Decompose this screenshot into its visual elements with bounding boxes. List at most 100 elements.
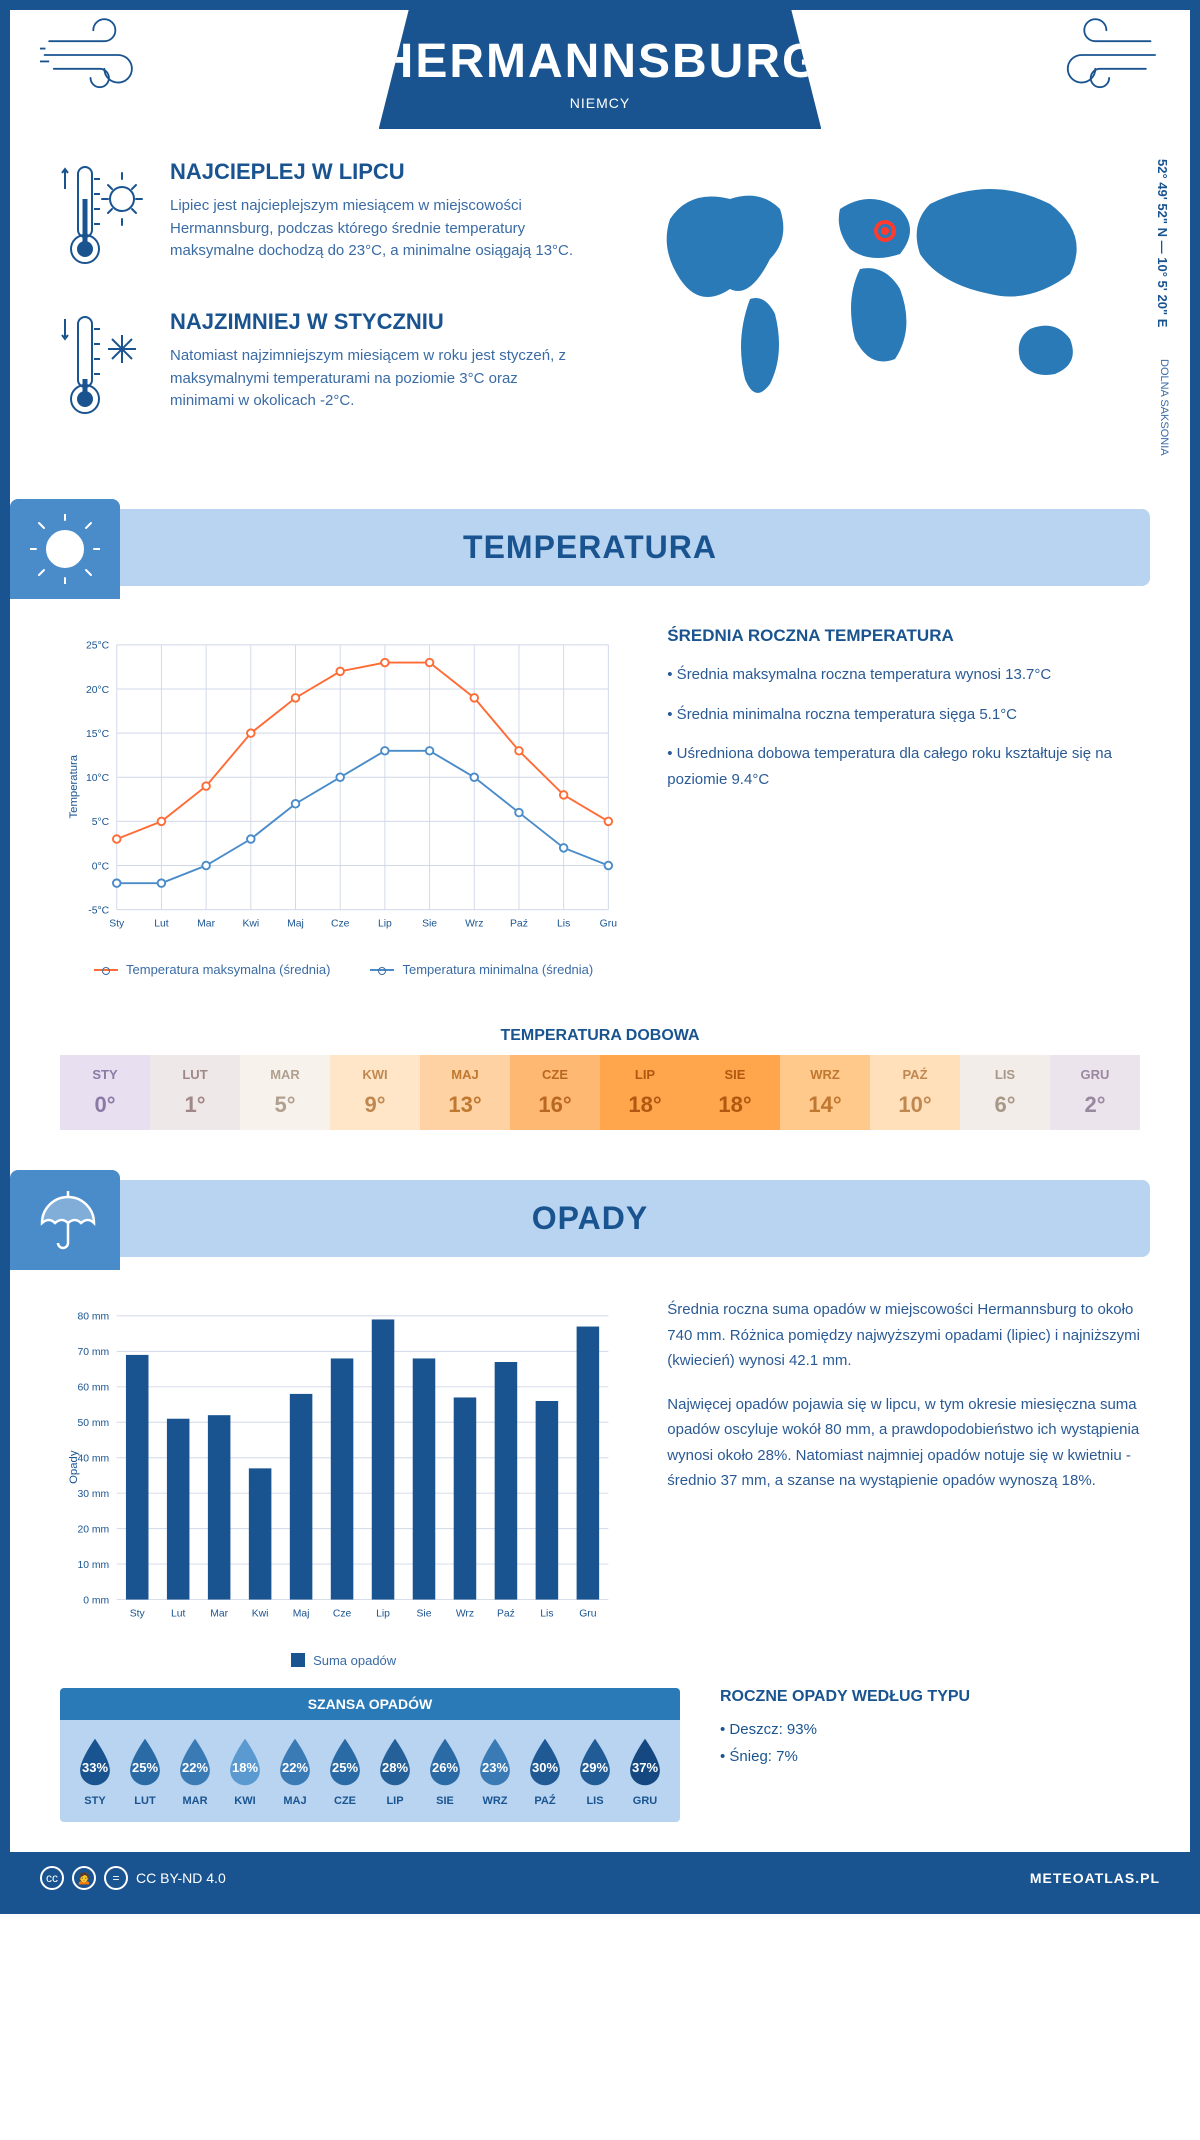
umbrella-icon [10,1170,120,1270]
svg-text:60 mm: 60 mm [77,1383,109,1394]
svg-text:Lut: Lut [154,919,169,930]
temp-legend: Temperatura maksymalna (średnia) Tempera… [60,962,627,977]
legend-max: Temperatura maksymalna (średnia) [126,962,330,977]
svg-text:Wrz: Wrz [456,1609,474,1620]
daily-temp-cell: LIS6° [960,1055,1050,1130]
footer: cc 🙍 = CC BY-ND 4.0 METEOATLAS.PL [10,1852,1190,1904]
rain-chance-cell: 33% STY [70,1735,120,1807]
temperature-section-header: TEMPERATURA [30,509,1150,586]
rain-chance-title: SZANSA OPADÓW [60,1688,680,1720]
svg-text:Lip: Lip [376,1609,390,1620]
coldest-text: Natomiast najzimniejszym miesiącem w rok… [170,345,580,413]
footer-site: METEOATLAS.PL [1030,1870,1160,1886]
city-title: HERMANNSBURG [379,34,822,89]
rain-chance-cell: 26% SIE [420,1735,470,1807]
svg-text:30 mm: 30 mm [77,1489,109,1500]
rain-chance-panel: SZANSA OPADÓW 33% STY 25% LUT 22% MAR [60,1688,680,1822]
svg-text:10 mm: 10 mm [77,1560,109,1571]
wind-icon-right [1031,10,1160,100]
daily-temp-cell: WRZ14° [780,1055,870,1130]
temp-summary-bullets: • Średnia maksymalna roczna temperatura … [667,662,1140,792]
svg-text:0°C: 0°C [92,861,110,872]
daily-temp-cell: LIP18° [600,1055,690,1130]
svg-text:Kwi: Kwi [252,1609,269,1620]
rain-chart-row: 0 mm10 mm20 mm30 mm40 mm50 mm60 mm70 mm8… [10,1277,1190,1687]
svg-text:Lip: Lip [378,919,392,930]
rain-chance-cell: 37% GRU [620,1735,670,1807]
rain-chance-cell: 25% CZE [320,1735,370,1807]
country-subtitle: NIEMCY [379,95,822,111]
svg-text:15°C: 15°C [86,729,110,740]
rain-legend-label: Suma opadów [313,1653,396,1668]
svg-text:80 mm: 80 mm [77,1312,109,1323]
bullet: • Średnia maksymalna roczna temperatura … [667,662,1140,688]
svg-text:Opady: Opady [68,1451,80,1485]
svg-text:Mar: Mar [210,1609,228,1620]
header-row: HERMANNSBURG NIEMCY [10,10,1190,129]
wind-icon-left [40,10,169,100]
daily-temp-cell: SIE18° [690,1055,780,1130]
rain-types: ROCZNE OPADY WEDŁUG TYPU • Deszcz: 93%• … [720,1688,1140,1770]
svg-text:Sie: Sie [416,1609,431,1620]
coordinates: 52° 49' 52" N — 10° 5' 20" E [1155,159,1170,327]
rain-chance-cell: 28% LIP [370,1735,420,1807]
svg-text:Maj: Maj [293,1609,310,1620]
rain-chance-cell: 23% WRZ [470,1735,520,1807]
svg-text:Paź: Paź [510,919,528,930]
coldest-block: NAJZIMNIEJ W STYCZNIU Natomiast najzimni… [60,309,580,429]
svg-text:Cze: Cze [331,919,350,930]
sun-icon [10,499,120,599]
thermometer-cold-icon [60,309,150,429]
svg-text:Gru: Gru [600,919,618,930]
svg-text:Lis: Lis [540,1609,553,1620]
rain-types-title: ROCZNE OPADY WEDŁUG TYPU [720,1688,1140,1706]
rain-type-item: • Deszcz: 93% [720,1716,1140,1743]
svg-text:0 mm: 0 mm [83,1596,109,1607]
svg-text:Wrz: Wrz [465,919,483,930]
rain-text-1: Średnia roczna suma opadów w miejscowośc… [667,1297,1140,1374]
daily-temp-cell: MAR5° [240,1055,330,1130]
daily-temp-cell: KWI9° [330,1055,420,1130]
rain-chance-drops: 33% STY 25% LUT 22% MAR 18% KWI [60,1720,680,1822]
svg-text:Sty: Sty [130,1609,146,1620]
intro-section: NAJCIEPLEJ W LIPCU Lipiec jest najcieple… [10,129,1190,489]
svg-text:70 mm: 70 mm [77,1348,109,1359]
bullet: • Uśredniona dobowa temperatura dla całe… [667,741,1140,792]
daily-temp-cell: CZE16° [510,1055,600,1130]
daily-temp-cell: STY0° [60,1055,150,1130]
temp-summary-title: ŚREDNIA ROCZNA TEMPERATURA [667,626,1140,646]
svg-text:Temperatura: Temperatura [68,754,80,818]
rain-chance-cell: 18% KWI [220,1735,270,1807]
warmest-title: NAJCIEPLEJ W LIPCU [170,159,580,185]
rain-bar-chart: 0 mm10 mm20 mm30 mm40 mm50 mm60 mm70 mm8… [60,1297,627,1637]
rain-title: OPADY [30,1200,1150,1237]
by-icon: 🙍 [72,1866,96,1890]
bullet: • Średnia minimalna roczna temperatura s… [667,702,1140,728]
nd-icon: = [104,1866,128,1890]
rain-chance-cell: 30% PAŹ [520,1735,570,1807]
svg-text:40 mm: 40 mm [77,1454,109,1465]
svg-text:5°C: 5°C [92,817,110,828]
svg-text:25°C: 25°C [86,641,110,652]
license-text: CC BY-ND 4.0 [136,1870,226,1886]
rain-chance-cell: 22% MAJ [270,1735,320,1807]
svg-text:Kwi: Kwi [242,919,259,930]
rain-chance-cell: 29% LIS [570,1735,620,1807]
svg-text:Mar: Mar [197,919,215,930]
coldest-title: NAJZIMNIEJ W STYCZNIU [170,309,580,335]
rain-legend: Suma opadów [60,1653,627,1668]
temperature-title: TEMPERATURA [30,529,1150,566]
daily-temp-cell: PAŹ10° [870,1055,960,1130]
svg-text:Sty: Sty [109,919,125,930]
daily-temp-cell: LUT1° [150,1055,240,1130]
rain-section-header: OPADY [30,1180,1150,1257]
svg-text:Lut: Lut [171,1609,186,1620]
daily-temp-cell: GRU2° [1050,1055,1140,1130]
svg-text:50 mm: 50 mm [77,1418,109,1429]
cc-icon: cc [40,1866,64,1890]
rain-chance-cell: 25% LUT [120,1735,170,1807]
svg-text:-5°C: -5°C [88,905,109,916]
svg-text:Maj: Maj [287,919,304,930]
svg-text:Paź: Paź [497,1609,515,1620]
daily-temp-table: STY0° LUT1° MAR5° KWI9° MAJ13° CZE16° LI… [10,1055,1190,1130]
